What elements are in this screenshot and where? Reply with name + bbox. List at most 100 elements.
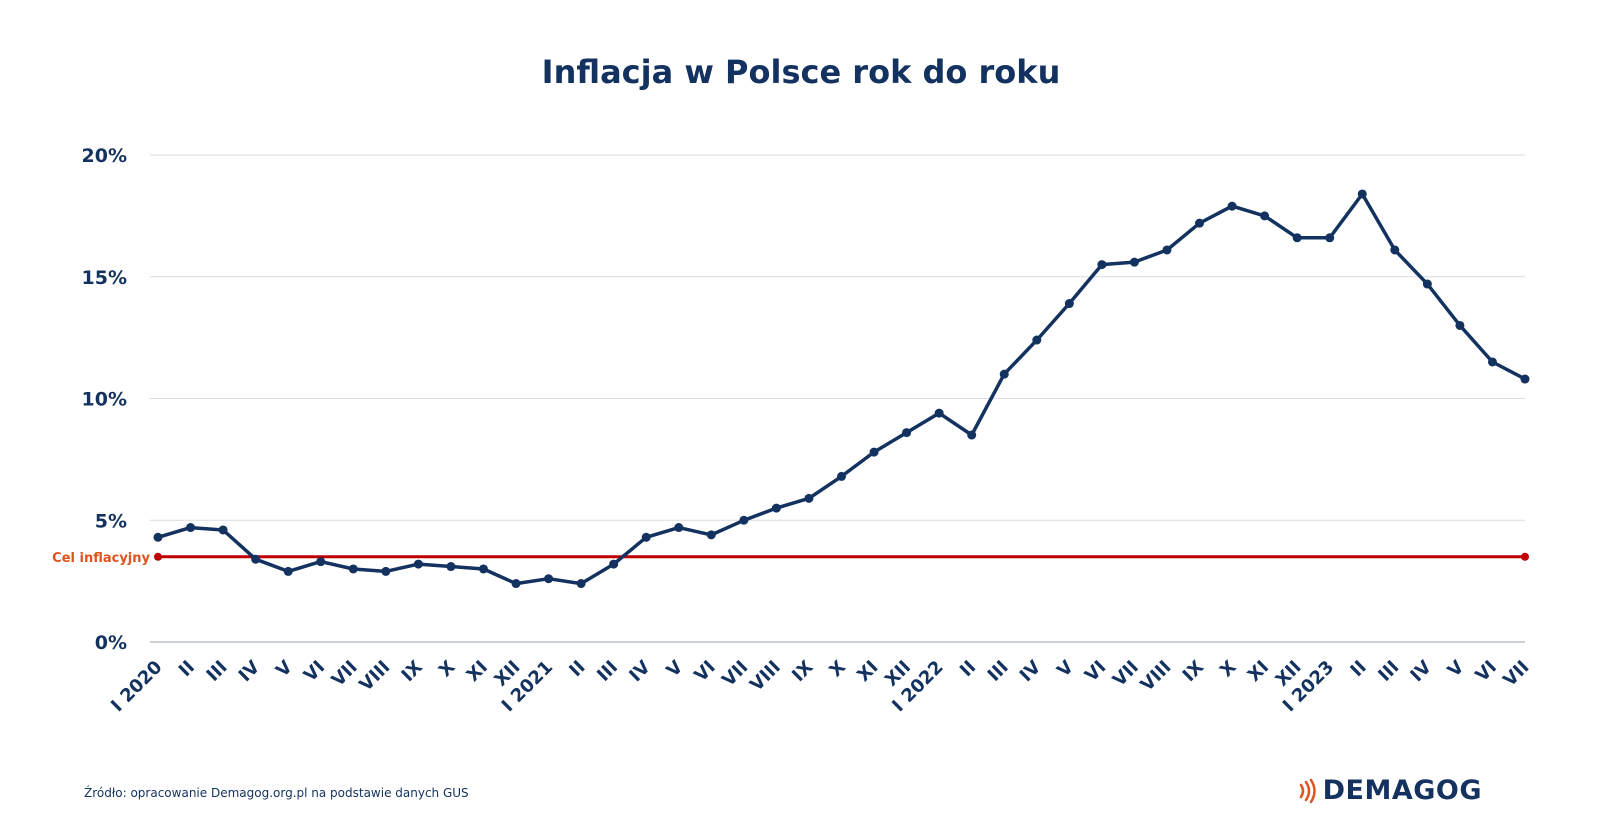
data-point	[1292, 233, 1302, 243]
x-tick-label: I 2020	[107, 657, 166, 716]
data-point	[1064, 299, 1074, 309]
data-point	[1455, 320, 1465, 330]
data-point	[153, 532, 163, 542]
data-point	[641, 532, 651, 542]
data-point	[576, 579, 586, 589]
data-point	[413, 559, 423, 569]
data-point	[1097, 260, 1107, 270]
x-tick-label: III	[203, 657, 232, 686]
x-tick-label: VIII	[355, 657, 394, 696]
gridlines	[150, 154, 1525, 643]
x-tick-label: VI	[1081, 657, 1110, 686]
data-point	[1195, 218, 1205, 228]
x-tick-label: IV	[235, 657, 264, 686]
series-inflation	[153, 189, 1530, 589]
data-point	[674, 523, 684, 533]
data-point	[771, 503, 781, 513]
x-tick-label: X	[435, 657, 460, 682]
data-point	[186, 523, 196, 533]
data-point	[706, 530, 716, 540]
x-tick-label: XI	[463, 657, 492, 686]
data-point	[739, 515, 749, 525]
y-axis-ticks: 0% 5% 10% 15% 20%	[82, 145, 127, 654]
x-tick-label: II	[1346, 657, 1370, 681]
x-tick-label: X	[1216, 657, 1241, 682]
data-point	[869, 447, 879, 457]
x-tick-label: III	[984, 657, 1013, 686]
brand-logo: DEMAGOG	[1297, 775, 1482, 806]
data-point	[967, 430, 977, 440]
x-tick-label: V	[1444, 657, 1469, 682]
x-tick-label: X	[825, 657, 850, 682]
source-note: Źródło: opracowanie Demagog.org.pl na po…	[84, 786, 469, 800]
inflation-target: Cel inflacyjny	[52, 551, 1529, 566]
x-tick-label: VI	[690, 657, 719, 686]
x-tick-label: III	[593, 657, 622, 686]
data-point	[478, 564, 488, 574]
x-tick-label: IX	[1179, 657, 1208, 686]
x-tick-label: IV	[625, 657, 654, 686]
x-tick-label: V	[1053, 657, 1078, 682]
y-tick-label: 15%	[82, 267, 127, 289]
x-tick-label: III	[1374, 657, 1403, 686]
data-point	[1162, 245, 1172, 255]
signal-waves-icon	[1299, 778, 1316, 803]
target-line-start	[154, 552, 162, 561]
data-point	[283, 566, 293, 576]
x-tick-label: VI	[300, 657, 329, 686]
data-point	[902, 428, 912, 438]
data-point	[837, 471, 846, 481]
x-tick-label: II	[565, 657, 589, 681]
data-point	[1422, 279, 1432, 289]
data-point	[446, 562, 456, 572]
data-point	[218, 525, 228, 535]
data-point	[609, 559, 619, 569]
x-tick-label: VIII	[1137, 657, 1176, 696]
x-tick-label: IX	[398, 657, 427, 686]
x-tick-label: II	[956, 657, 980, 681]
x-tick-label: IV	[1406, 657, 1435, 686]
x-tick-label: II	[175, 657, 199, 681]
data-point	[381, 566, 391, 576]
data-point	[1260, 211, 1270, 221]
x-tick-label: VII	[1109, 657, 1143, 691]
series-line	[156, 192, 1527, 586]
x-tick-label: VII	[718, 657, 752, 691]
data-point	[1487, 357, 1497, 367]
x-tick-label: V	[663, 657, 688, 682]
data-point	[1129, 257, 1139, 267]
brand-name: DEMAGOG	[1322, 775, 1482, 806]
data-point	[544, 574, 554, 584]
y-tick-label: 0%	[95, 632, 127, 654]
target-line-end	[1521, 552, 1529, 561]
x-tick-label: XI	[1244, 657, 1273, 686]
x-tick-label: IV	[1016, 657, 1045, 686]
data-point	[1357, 189, 1367, 199]
data-point	[1032, 335, 1042, 345]
data-point	[348, 564, 358, 574]
data-point	[1390, 245, 1400, 255]
x-tick-label: V	[272, 657, 297, 682]
data-point	[511, 579, 521, 589]
x-tick-label: VIII	[746, 657, 785, 696]
y-tick-label: 5%	[95, 510, 127, 532]
x-tick-label: VI	[1472, 657, 1501, 686]
x-tick-label: VII	[1499, 657, 1533, 691]
x-tick-label: VII	[328, 657, 362, 691]
data-point	[1520, 374, 1530, 384]
target-label: Cel inflacyjny	[52, 551, 150, 566]
data-point	[804, 493, 814, 503]
data-point	[934, 408, 944, 418]
x-tick-label: IX	[788, 657, 817, 686]
y-tick-label: 20%	[82, 145, 127, 167]
x-tick-label: XI	[853, 657, 882, 686]
chart-title: Inflacja w Polsce rok do roku	[542, 53, 1061, 91]
y-tick-label: 10%	[82, 389, 127, 411]
data-point	[1325, 233, 1335, 243]
data-point	[1227, 201, 1237, 211]
data-point	[999, 369, 1009, 379]
data-point	[251, 554, 261, 564]
data-point	[316, 557, 326, 567]
